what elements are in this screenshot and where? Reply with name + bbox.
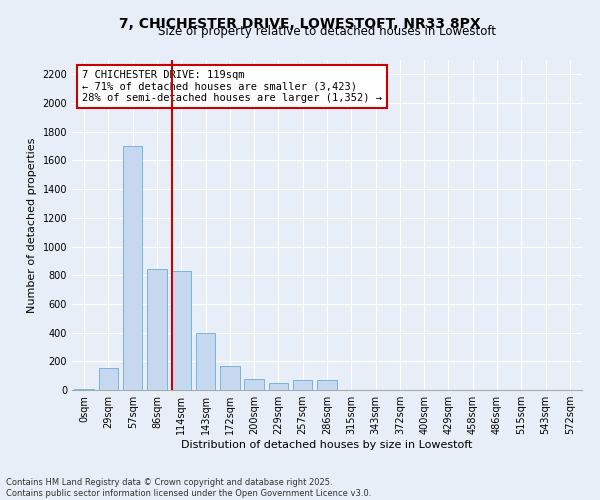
Bar — [123, 146, 142, 390]
Bar — [220, 366, 239, 390]
Bar — [172, 271, 191, 390]
Bar — [317, 380, 337, 390]
Bar — [244, 378, 264, 390]
Title: Size of property relative to detached houses in Lowestoft: Size of property relative to detached ho… — [158, 25, 496, 38]
Bar — [99, 368, 118, 390]
Text: Contains HM Land Registry data © Crown copyright and database right 2025.
Contai: Contains HM Land Registry data © Crown c… — [6, 478, 371, 498]
Bar — [293, 380, 313, 390]
X-axis label: Distribution of detached houses by size in Lowestoft: Distribution of detached houses by size … — [181, 440, 473, 450]
Text: 7, CHICHESTER DRIVE, LOWESTOFT, NR33 8PX: 7, CHICHESTER DRIVE, LOWESTOFT, NR33 8PX — [119, 18, 481, 32]
Bar — [147, 270, 167, 390]
Text: 7 CHICHESTER DRIVE: 119sqm
← 71% of detached houses are smaller (3,423)
28% of s: 7 CHICHESTER DRIVE: 119sqm ← 71% of deta… — [82, 70, 382, 103]
Bar — [269, 383, 288, 390]
Bar — [196, 332, 215, 390]
Bar — [74, 388, 94, 390]
Y-axis label: Number of detached properties: Number of detached properties — [27, 138, 37, 312]
